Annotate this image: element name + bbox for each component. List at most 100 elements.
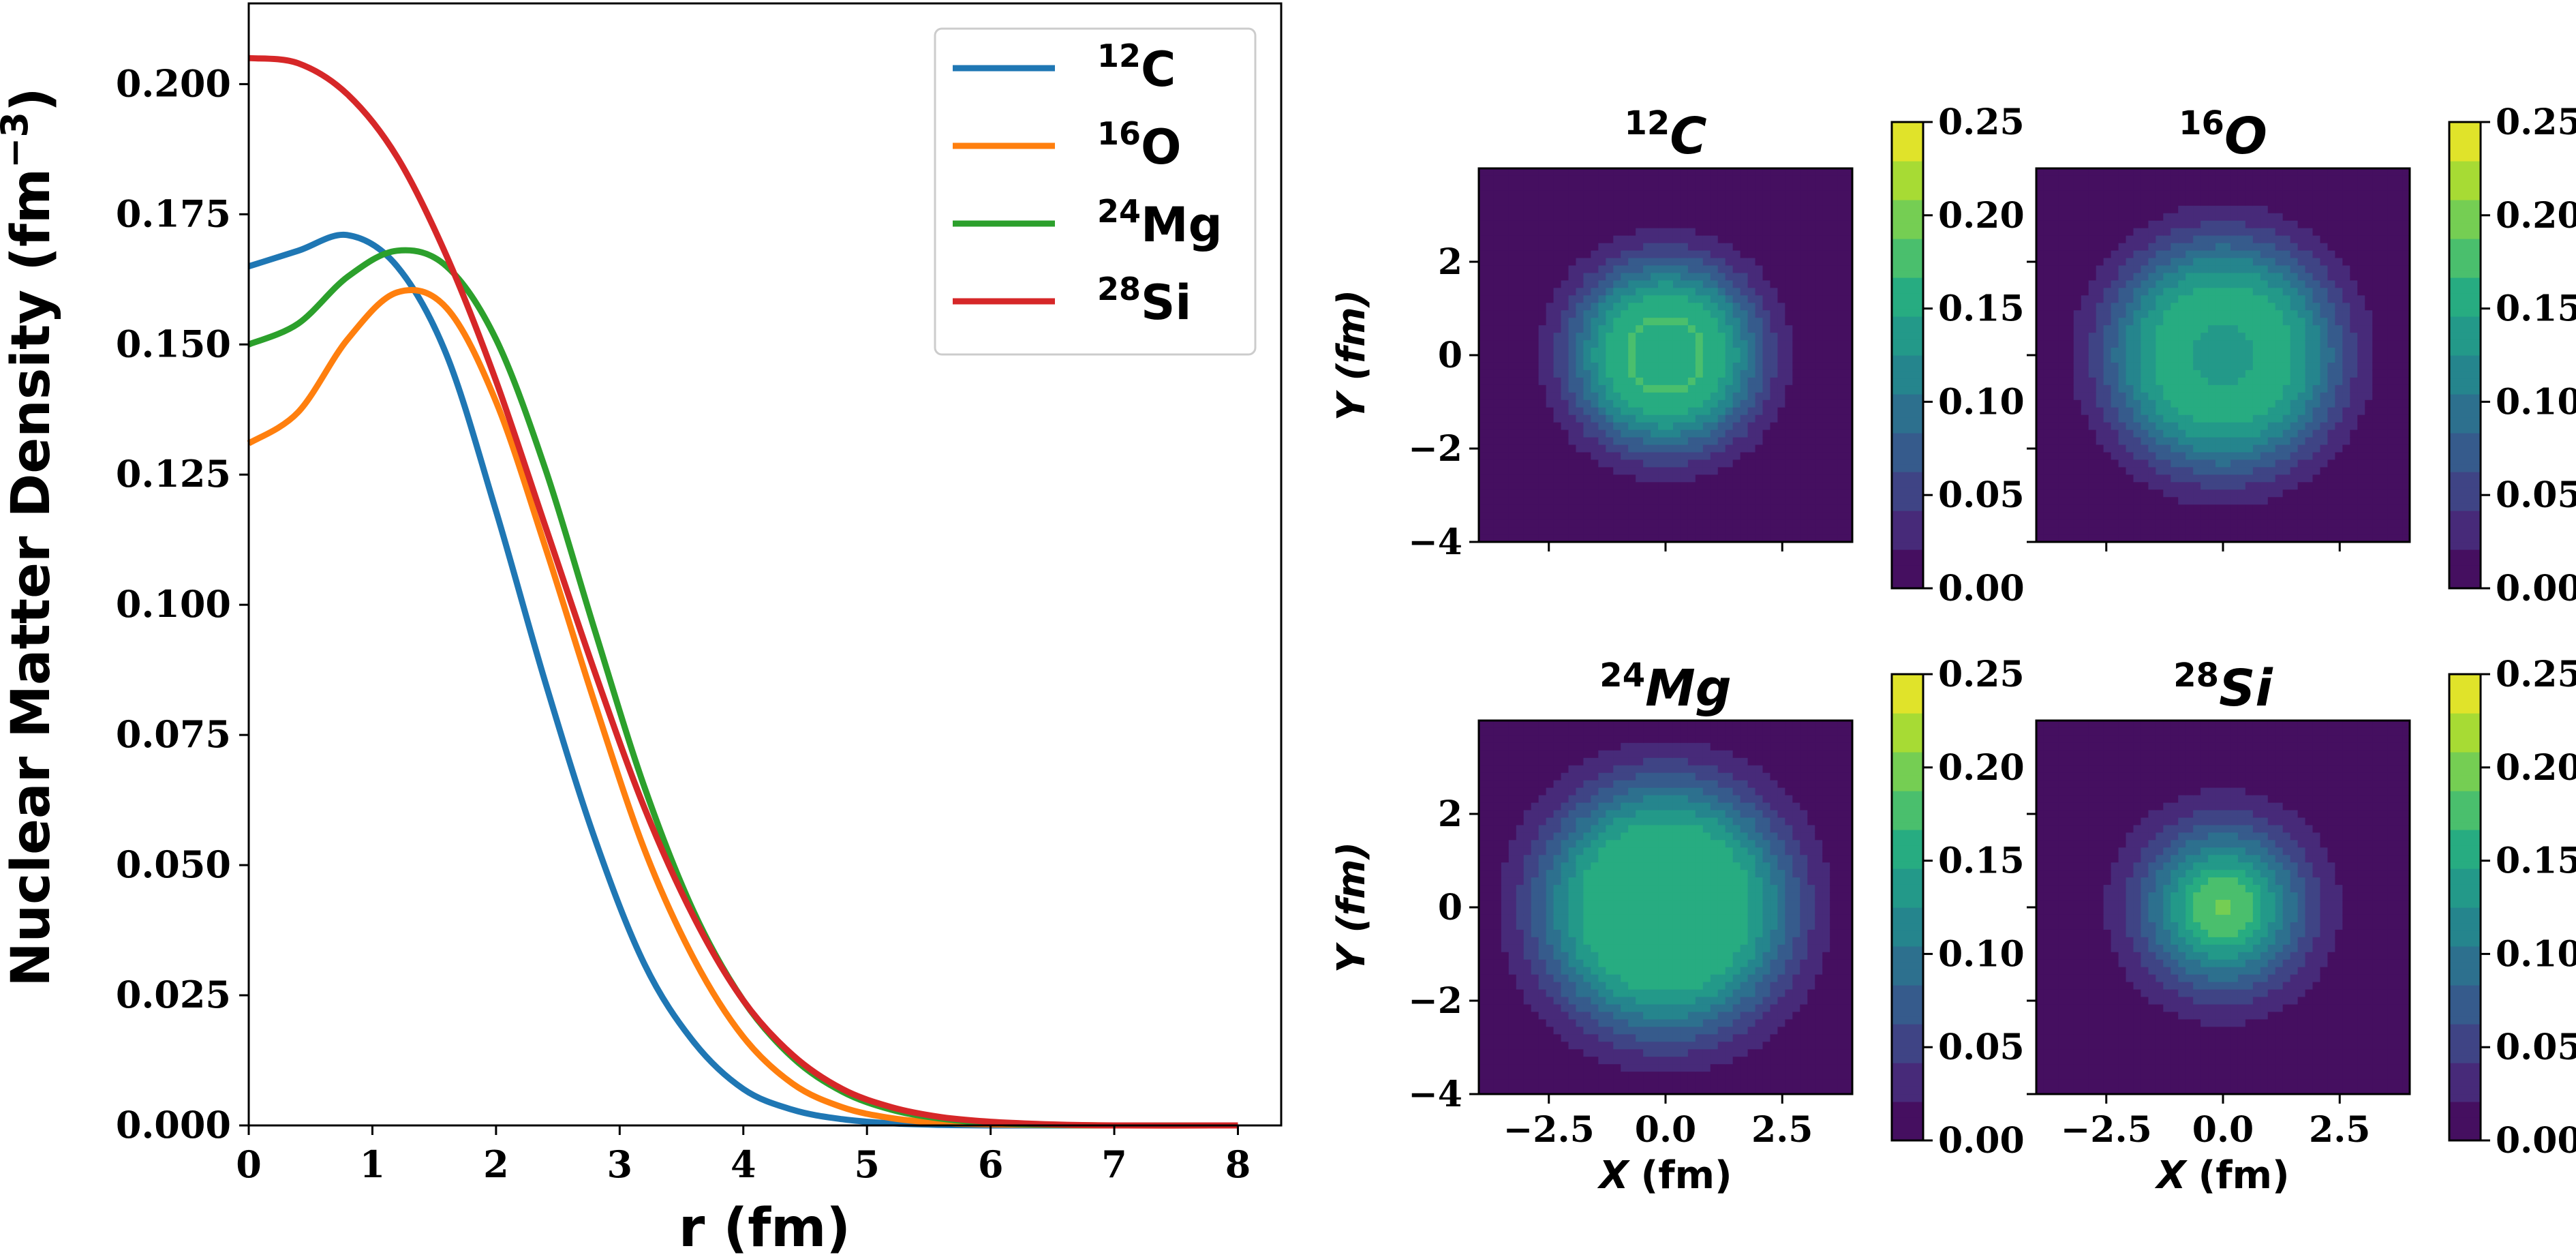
heatmap-cell <box>1785 489 1793 498</box>
heatmap-cell <box>2320 213 2329 222</box>
heatmap-cell <box>2327 243 2335 252</box>
heatmap-cell <box>2201 355 2209 363</box>
heatmap-cell <box>1576 325 1584 333</box>
heatmap-cell <box>2230 474 2239 483</box>
heatmap-cell <box>2051 303 2059 311</box>
heatmap-cell <box>2312 444 2321 453</box>
heatmap-cell <box>1710 459 1719 468</box>
heatmap-cell <box>1770 228 1778 237</box>
heatmap-cell <box>1628 482 1636 490</box>
heatmap-cell <box>2036 250 2044 259</box>
heatmap-cell <box>1628 519 1636 528</box>
heatmap-cell <box>2118 175 2127 184</box>
heatmap-cell <box>1531 474 1539 483</box>
heatmap-cell <box>2357 168 2365 177</box>
heatmap-cell <box>2215 467 2224 475</box>
heatmap-cell <box>1830 190 1838 199</box>
heatmap-cell <box>1531 527 1539 535</box>
heatmap-cell <box>2193 377 2201 386</box>
heatmap-cell <box>1583 318 1591 326</box>
colorbar-segment <box>1892 200 1923 208</box>
heatmap-cell <box>1785 399 1793 408</box>
heatmap-cell <box>1830 527 1838 535</box>
heatmap-cell <box>2320 310 2329 318</box>
heatmap-cell <box>2073 205 2082 214</box>
heatmap-cell <box>2058 482 2067 490</box>
heatmap-cell <box>2103 362 2112 371</box>
heatmap-cell <box>1672 429 1681 438</box>
y-tick-label: 0.000 <box>116 1103 231 1147</box>
heatmap-cell <box>2260 504 2269 513</box>
heatmap-cell <box>1680 310 1689 318</box>
heatmap-cell <box>2178 429 2186 438</box>
heatmap-cell <box>2380 384 2388 393</box>
heatmap-cell <box>1591 392 1599 401</box>
heatmap-cell <box>2118 384 2127 393</box>
heatmap-cell <box>2073 534 2082 543</box>
heatmap-cell <box>1770 310 1778 318</box>
heatmap-cell <box>2118 243 2127 252</box>
heatmap-cell <box>1845 340 1853 348</box>
heatmap-cell <box>2282 168 2291 177</box>
heatmap-cell <box>2297 310 2306 318</box>
heatmap-cell <box>1651 429 1659 438</box>
heatmap-cell <box>2350 310 2358 318</box>
heatmap-cell <box>1687 340 1696 348</box>
heatmap-cell <box>1717 504 1726 513</box>
heatmap-cell <box>1546 310 1554 318</box>
heatmap-cell <box>1508 512 1517 520</box>
heatmap-cell <box>1493 280 1502 288</box>
heatmap-cell <box>1747 348 1756 356</box>
heatmap-cell <box>1717 243 1726 252</box>
heatmap-cell <box>2252 325 2261 333</box>
heatmap-cell <box>1636 489 1644 498</box>
heatmap-cell <box>1725 295 1734 303</box>
heatmap-cell <box>2230 213 2239 222</box>
heatmap-cell <box>1493 512 1502 520</box>
heatmap-cell <box>1531 258 1539 267</box>
heatmap-cell <box>1732 265 1741 274</box>
heatmap-cell <box>2036 369 2044 378</box>
heatmap-cell <box>2103 534 2112 543</box>
heatmap-cell <box>1687 213 1696 222</box>
heatmap-cell <box>1695 310 1704 318</box>
heatmap-cell <box>1725 355 1734 363</box>
heatmap-cell <box>1501 497 1509 505</box>
heatmap-cell <box>1777 205 1785 214</box>
heatmap-cell <box>2327 369 2335 378</box>
heatmap-cell <box>1666 377 1674 386</box>
heatmap-cell <box>2275 205 2284 214</box>
heatmap-cell <box>2148 220 2156 229</box>
heatmap-cell <box>2275 407 2284 416</box>
heatmap-cell <box>2148 213 2156 222</box>
heatmap-cell <box>1628 452 1636 461</box>
heatmap-cell <box>1486 504 1494 513</box>
heatmap-cell <box>2186 407 2194 416</box>
heatmap-cell <box>2350 459 2358 468</box>
heatmap-cell <box>1710 288 1719 296</box>
heatmap-cell <box>2365 310 2373 318</box>
heatmap-cell <box>1792 318 1800 326</box>
heatmap-cell <box>2267 265 2276 274</box>
heatmap-cell <box>2126 534 2134 543</box>
heatmap-cell <box>2208 392 2216 401</box>
heatmap-cell <box>1636 467 1644 475</box>
heatmap-cell <box>1830 407 1838 416</box>
heatmap-cell <box>2096 452 2104 461</box>
heatmap-cell <box>1613 497 1621 505</box>
heatmap-cell <box>1493 489 1502 498</box>
heatmap-cell <box>2208 198 2216 207</box>
heatmap-cell <box>2066 467 2074 475</box>
heatmap-cell <box>2290 482 2299 490</box>
heatmap-cell <box>1538 325 1547 333</box>
heatmap-cell <box>1672 437 1681 446</box>
heatmap-cell <box>1770 399 1778 408</box>
heatmap-cell <box>2073 519 2082 528</box>
heatmap-cell <box>1755 228 1764 237</box>
heatmap-cell <box>2058 407 2067 416</box>
heatmap-cell <box>1538 444 1547 453</box>
heatmap-cell <box>1628 258 1636 267</box>
heatmap-cell <box>1702 310 1711 318</box>
heatmap-cell <box>1666 452 1674 461</box>
heatmap-cell <box>1501 512 1509 520</box>
